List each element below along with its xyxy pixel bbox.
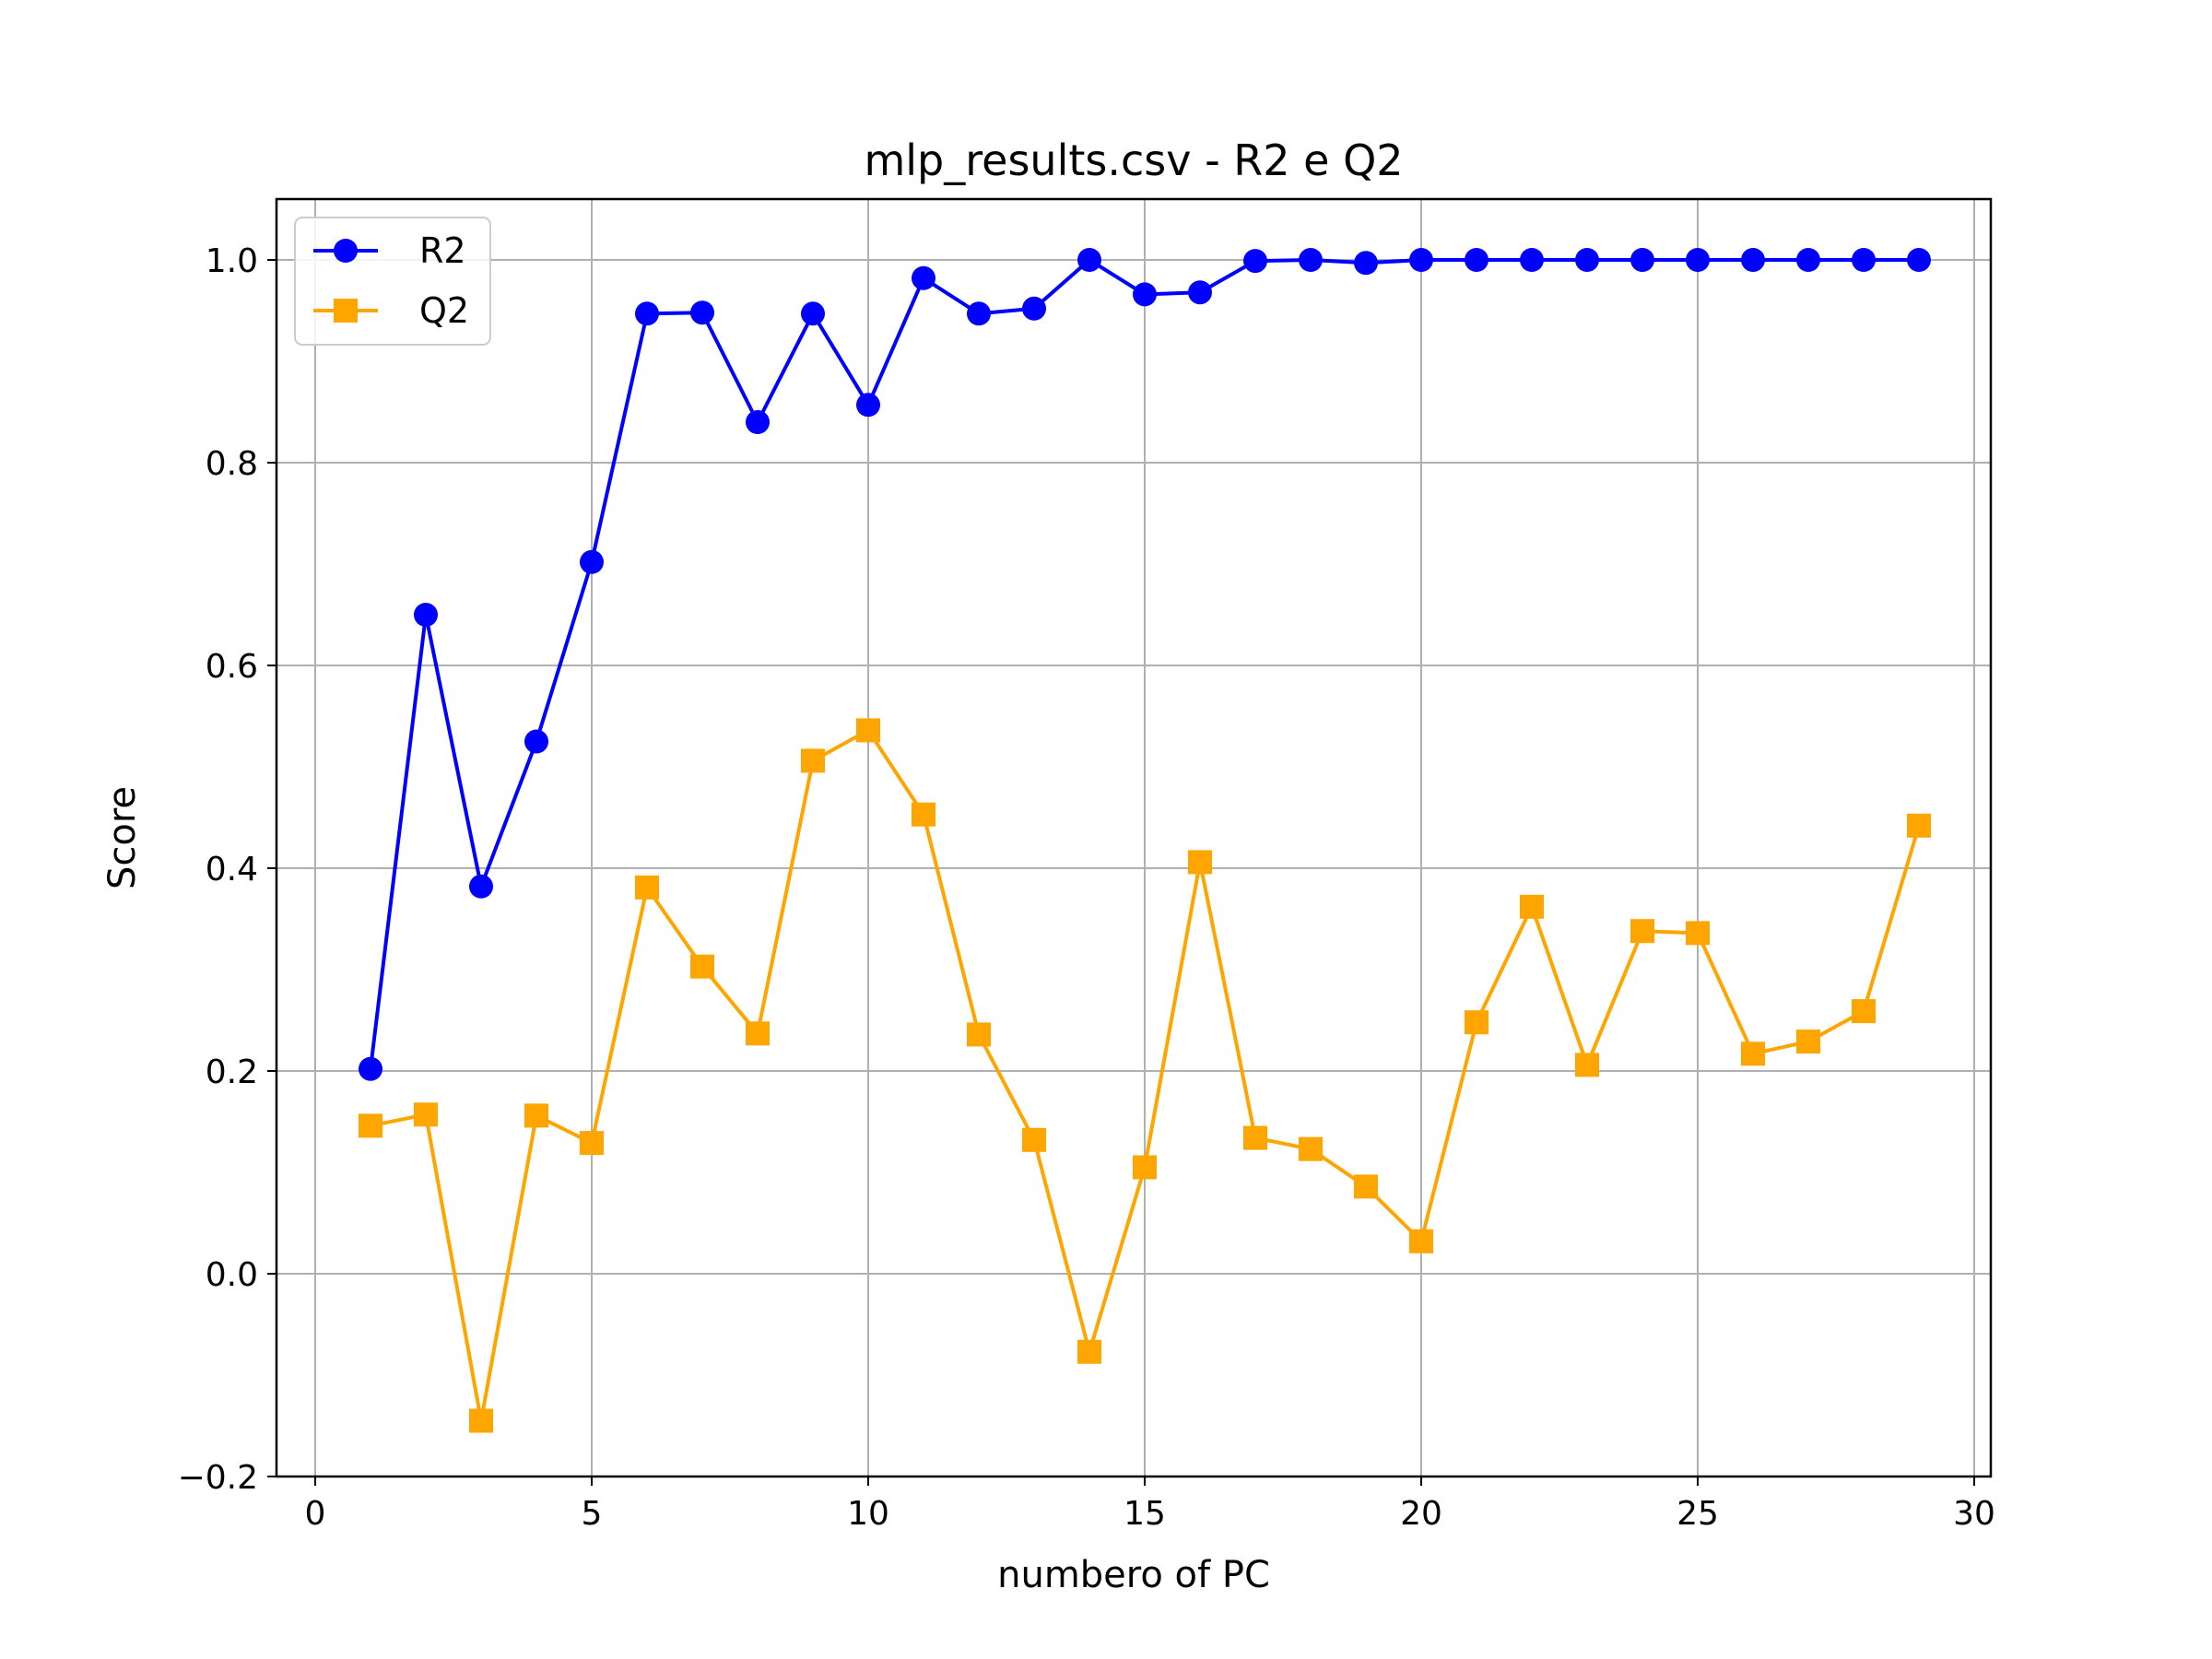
series-q2-point [1465,1010,1488,1035]
y-axis-title: Score [101,786,144,889]
series-r2-point [801,301,825,326]
series-q2-point [1686,921,1710,946]
y-tick-label: 0.8 [206,445,258,483]
series-r2-point [1852,248,1876,272]
series-r2-point [580,549,604,574]
series-r2-point [469,874,493,899]
series-q2-point [967,1022,991,1047]
series-r2-point [1907,248,1931,272]
series-r2-point [967,301,991,326]
series-r2-point [1243,249,1267,274]
series-q2-point [1188,850,1212,875]
series-q2 [359,718,1931,1433]
series-q2-point [1243,1125,1267,1150]
legend-q2-label: Q2 [419,290,469,331]
series-r2-point [1299,248,1323,272]
series-r2-point [1575,248,1599,272]
y-tick-label: 0.4 [206,851,258,888]
x-tick-label: 15 [1124,1495,1166,1533]
series-q2-point [524,1103,548,1128]
series-q2-point [1907,813,1931,838]
series-q2-point [1133,1155,1157,1180]
series-q2-point [1630,919,1654,944]
x-tick-label: 25 [1677,1495,1719,1533]
y-tick-label: 0.2 [206,1053,258,1091]
series-q2-point [580,1131,604,1156]
series-r2-point [1077,248,1101,272]
legend-r2-marker [334,239,358,263]
x-tick-label: 30 [1953,1495,1995,1533]
series-q2-point [801,748,825,773]
series-q2-point [359,1113,382,1138]
series-q2-point [856,718,880,743]
legend-r2-label: R2 [419,230,466,271]
series-q2-point [1796,1030,1820,1054]
series-q2-point [1354,1174,1378,1199]
series-r2-point [359,1056,382,1081]
x-tick-label: 5 [582,1495,603,1533]
series-r2-point [1354,251,1378,276]
series-group [359,248,1931,1433]
series-q2-point [469,1408,493,1433]
series-r2-point [635,301,659,326]
axis-ticks: 0 5 10 15 20 25 30 −0.2 0.0 0.2 0.4 0.6 0.8 1.0 [178,242,1995,1533]
series-q2-point [1520,894,1544,919]
legend-q2-marker [334,299,358,323]
y-tick-label: 1.0 [206,242,258,280]
series-r2-point [1630,248,1654,272]
series-r2-point [1520,248,1544,272]
series-q2-point [1299,1136,1323,1161]
series-r2-point [1741,248,1765,272]
series-q2-point [635,875,659,900]
y-tick-label: −0.2 [178,1459,258,1497]
x-tick-label: 10 [847,1495,889,1533]
series-q2-point [1852,999,1876,1024]
series-r2-point [414,603,438,627]
series-r2-point [1409,248,1433,272]
legend: R2 Q2 [294,217,491,346]
series-q2-point [1409,1229,1433,1253]
series-r2-point [1022,296,1046,321]
series-r2-point [856,393,880,418]
series-q2-point [912,802,935,827]
series-q2-point [414,1102,438,1127]
x-tick-label: 0 [305,1495,326,1533]
series-r2 [359,248,1931,1081]
series-r2-point [1686,248,1710,272]
plot-frame [275,197,1993,1478]
y-tick-label: 0.6 [206,648,258,686]
series-r2-point [1796,248,1820,272]
series-r2-point [746,410,770,434]
x-axis-title: numbero of PC [997,1554,1270,1596]
series-r2-point [1465,248,1488,272]
series-r2-point [1133,282,1157,307]
series-r2-point [690,300,714,325]
series-q2-point [1575,1053,1599,1077]
series-q2-point [690,954,714,979]
series-r2-point [524,729,548,754]
series-q2-point [1741,1041,1765,1066]
series-q2-point [1022,1127,1046,1152]
x-tick-label: 20 [1400,1495,1442,1533]
series-q2-point [1077,1339,1101,1364]
series-r2-point [912,265,935,290]
y-tick-label: 0.0 [206,1256,258,1294]
chart-title: mlp_results.csv - R2 e Q2 [864,135,1403,185]
series-q2-point [746,1021,770,1046]
series-r2-point [1188,280,1212,305]
